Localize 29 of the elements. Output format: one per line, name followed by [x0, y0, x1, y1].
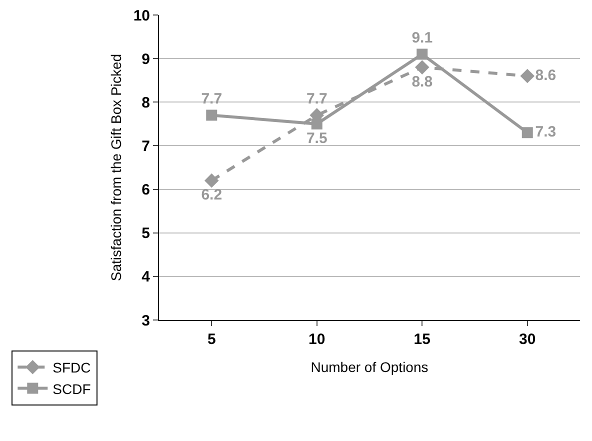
legend-label: SCDF: [52, 380, 91, 397]
y-axis-title: Satisfaction from the Gift Box Picked: [108, 54, 124, 282]
y-tick-label: 10: [133, 7, 150, 24]
y-tick-label: 3: [142, 312, 150, 330]
y-tick-label: 4: [142, 268, 151, 286]
point: [204, 173, 219, 188]
x-tick-label: 10: [308, 331, 326, 348]
data-label: 9.1: [412, 30, 433, 47]
point: [520, 68, 535, 84]
x-tick-label: 15: [414, 331, 430, 348]
point: [311, 118, 322, 130]
y-tick-label: 6: [142, 182, 150, 199]
data-label: 8.6: [535, 66, 556, 84]
x-tick-label: 30: [519, 331, 536, 348]
y-tick-label: 8: [142, 94, 150, 112]
point: [522, 127, 533, 138]
data-label: 6.2: [201, 186, 222, 204]
y-tick-label: 7: [142, 138, 150, 155]
legend-label: SFDC: [52, 360, 91, 376]
point: [414, 60, 430, 74]
point: [416, 48, 428, 60]
x-tick-label: 5: [207, 331, 216, 348]
data-label: 8.8: [412, 73, 433, 90]
point: [206, 110, 218, 121]
y-tick-label: 5: [142, 225, 150, 242]
x-axis-title: Number of Options: [310, 359, 428, 375]
y-tick-label: 9: [142, 50, 150, 68]
data-label: 7.5: [306, 130, 328, 148]
data-label: 7.3: [535, 123, 556, 140]
